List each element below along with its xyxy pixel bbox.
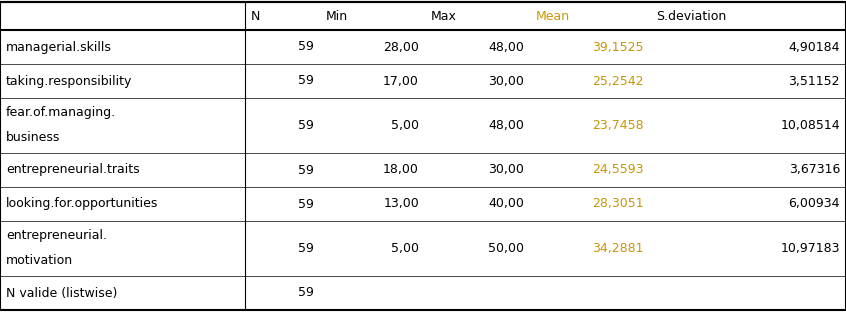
Text: 6,00934: 6,00934 [788, 197, 840, 211]
Text: 28,3051: 28,3051 [592, 197, 644, 211]
Text: 28,00: 28,00 [383, 41, 419, 53]
Text: 59: 59 [298, 41, 314, 53]
Text: 59: 59 [298, 119, 314, 132]
Text: looking.for.opportunities: looking.for.opportunities [6, 197, 158, 211]
Text: 59: 59 [298, 197, 314, 211]
Text: entrepreneurial.traits: entrepreneurial.traits [6, 164, 140, 177]
Text: 10,97183: 10,97183 [781, 242, 840, 255]
Text: 59: 59 [298, 75, 314, 87]
Text: 59: 59 [298, 286, 314, 300]
Text: 4,90184: 4,90184 [788, 41, 840, 53]
Text: business: business [6, 131, 60, 144]
Text: 13,00: 13,00 [383, 197, 419, 211]
Text: 3,51152: 3,51152 [788, 75, 840, 87]
Text: 5,00: 5,00 [391, 242, 419, 255]
Text: 34,2881: 34,2881 [592, 242, 644, 255]
Text: 17,00: 17,00 [383, 75, 419, 87]
Text: fear.of.managing.: fear.of.managing. [6, 106, 116, 119]
Text: 39,1525: 39,1525 [592, 41, 644, 53]
Text: managerial.skills: managerial.skills [6, 41, 112, 53]
Text: 59: 59 [298, 164, 314, 177]
Text: 18,00: 18,00 [383, 164, 419, 177]
Text: 5,00: 5,00 [391, 119, 419, 132]
Text: S.deviation: S.deviation [656, 10, 726, 22]
Text: 59: 59 [298, 242, 314, 255]
Text: N: N [251, 10, 261, 22]
Text: Max: Max [431, 10, 457, 22]
Text: 48,00: 48,00 [488, 119, 524, 132]
Text: 50,00: 50,00 [488, 242, 524, 255]
Text: 48,00: 48,00 [488, 41, 524, 53]
Text: 40,00: 40,00 [488, 197, 524, 211]
Text: 23,7458: 23,7458 [592, 119, 644, 132]
Text: Min: Min [326, 10, 348, 22]
Text: Mean: Mean [536, 10, 570, 22]
Text: 30,00: 30,00 [488, 75, 524, 87]
Text: motivation: motivation [6, 254, 73, 267]
Text: taking.responsibility: taking.responsibility [6, 75, 132, 87]
Text: N valide (listwise): N valide (listwise) [6, 286, 118, 300]
Text: 25,2542: 25,2542 [592, 75, 644, 87]
Text: 3,67316: 3,67316 [788, 164, 840, 177]
Text: 10,08514: 10,08514 [780, 119, 840, 132]
Text: 24,5593: 24,5593 [592, 164, 644, 177]
Text: entrepreneurial.: entrepreneurial. [6, 229, 107, 242]
Text: 30,00: 30,00 [488, 164, 524, 177]
